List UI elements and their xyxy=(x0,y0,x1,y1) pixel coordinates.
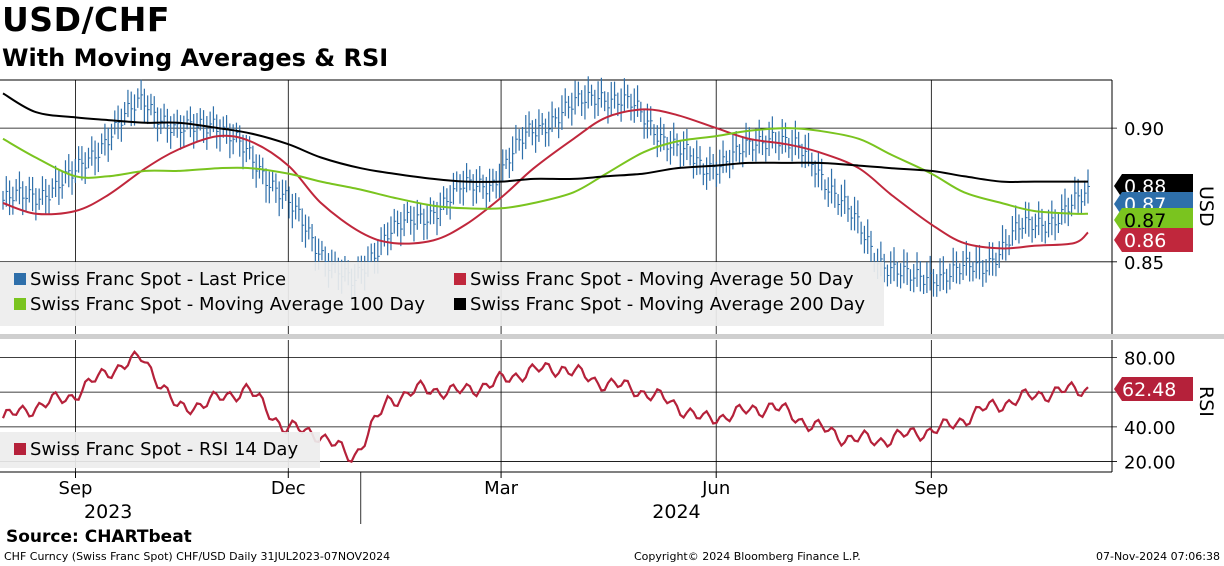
price-legend: Swiss Franc Spot - Last Price Swiss Franc… xyxy=(0,262,884,326)
legend-swatch xyxy=(14,273,26,285)
price-axis-label: USD xyxy=(1195,186,1217,227)
x-year-label: 2024 xyxy=(652,501,700,523)
series-ma200-line xyxy=(2,92,1088,183)
chart-subtitle: With Moving Averages & RSI xyxy=(2,44,389,72)
last-value-tag-text: 0.87 xyxy=(1124,210,1166,232)
rsi-last-value-tag-text: 62.48 xyxy=(1122,379,1176,401)
rsi-tick-label: 20.00 xyxy=(1124,453,1176,474)
legend-label: Swiss Franc Spot - Last Price xyxy=(30,269,286,290)
ticker-info: CHF Curncy (Swiss Franc Spot) CHF/USD Da… xyxy=(4,550,391,563)
copyright-note: Copyright© 2024 Bloomberg Finance L.P. xyxy=(634,550,861,563)
legend-label: Swiss Franc Spot - Moving Average 100 Da… xyxy=(30,294,425,315)
x-month-label: Sep xyxy=(59,478,93,499)
source-note: Source: CHARTbeat xyxy=(6,527,192,547)
x-month-label: Jun xyxy=(701,478,730,499)
panel-divider xyxy=(0,334,1224,339)
price-tick-label: 0.85 xyxy=(1124,253,1164,274)
x-month-label: Dec xyxy=(271,478,306,499)
last-value-tag-bg xyxy=(1114,228,1193,252)
x-month-label: Mar xyxy=(484,478,519,499)
rsi-tick-label: 80.00 xyxy=(1124,348,1176,369)
price-legend-bg xyxy=(0,262,884,326)
legend-swatch xyxy=(454,298,466,310)
rsi-legend-bg xyxy=(0,432,320,468)
series-ma50-line xyxy=(2,108,1089,250)
rsi-last-value-tag-bg xyxy=(1114,377,1193,401)
rsi-legend: Swiss Franc Spot - RSI 14 Day xyxy=(0,432,320,468)
x-year-label: 2023 xyxy=(84,501,132,523)
legend-label: Swiss Franc Spot - RSI 14 Day xyxy=(30,439,298,460)
price-tick-label: 0.90 xyxy=(1124,119,1164,140)
legend-label: Swiss Franc Spot - Moving Average 50 Day xyxy=(470,269,854,290)
last-value-tag-bg xyxy=(1114,208,1193,232)
last-value-tag-text: 0.86 xyxy=(1124,230,1166,252)
x-month-label: Sep xyxy=(914,478,948,499)
series-ma100-line xyxy=(2,127,1089,215)
series-last-price-bars xyxy=(2,76,1090,303)
rsi-axis-label: RSI xyxy=(1195,386,1217,417)
rsi-tick-label: 40.00 xyxy=(1124,418,1176,439)
series-rsi-line xyxy=(1,350,1089,463)
legend-swatch xyxy=(14,298,26,310)
legend-label: Swiss Franc Spot - Moving Average 200 Da… xyxy=(470,294,865,315)
legend-swatch xyxy=(454,273,466,285)
legend-swatch xyxy=(14,443,26,455)
chart-title: USD/CHF xyxy=(2,0,170,39)
timestamp: 07-Nov-2024 07:06:38 xyxy=(1095,550,1220,563)
